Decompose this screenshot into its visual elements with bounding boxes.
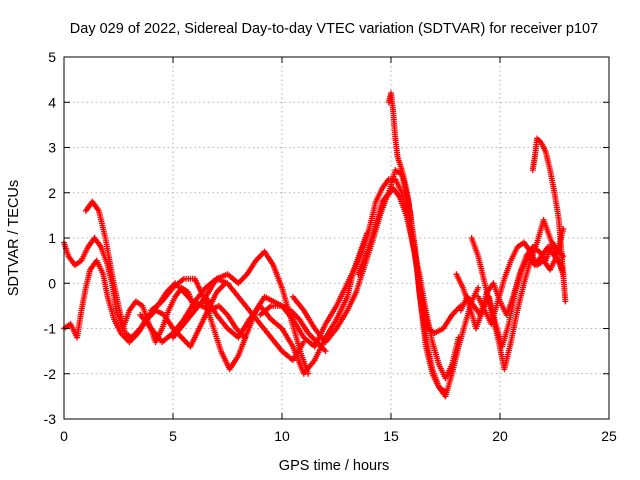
- series-arc-2: [61, 257, 229, 350]
- chart-title: Day 029 of 2022, Sidereal Day-to-day VTE…: [70, 21, 598, 37]
- y-tick-label: 2: [48, 185, 56, 201]
- data-point: [562, 298, 569, 305]
- series-arc-5: [148, 275, 329, 373]
- series-arc-8: [257, 176, 464, 350]
- data-point: [560, 253, 567, 260]
- x-tick-label: 5: [169, 428, 177, 444]
- y-tick-label: 5: [48, 49, 56, 65]
- data-point: [322, 348, 329, 355]
- data-point: [475, 284, 482, 291]
- series-arc-6: [170, 248, 312, 377]
- x-tick-label: 25: [601, 428, 617, 444]
- x-tick-label: 10: [274, 428, 290, 444]
- y-tick-label: -2: [44, 366, 57, 382]
- axis-ticks: 0 5 10 15 20 25 -3 -2 -1 0 1 2 3 4 5: [44, 49, 617, 444]
- y-tick-label: -1: [44, 321, 57, 337]
- y-axis-label: SDTVAR / TECUs: [6, 180, 22, 296]
- grid-lines: [64, 57, 609, 419]
- series-arc-16: [457, 239, 567, 318]
- y-tick-label: 1: [48, 230, 56, 246]
- data-series: [61, 90, 569, 400]
- series-arc-13: [468, 216, 567, 373]
- x-tick-label: 0: [60, 428, 68, 444]
- series-arc-11: [385, 90, 449, 395]
- y-tick-label: 3: [48, 140, 56, 156]
- y-tick-label: -3: [44, 411, 57, 427]
- x-axis-label: GPS time / hours: [279, 458, 389, 474]
- x-tick-label: 15: [383, 428, 399, 444]
- y-tick-label: 4: [48, 94, 56, 110]
- y-tick-label: 0: [48, 275, 56, 291]
- series-arc-15: [529, 135, 569, 305]
- x-tick-label: 20: [492, 428, 508, 444]
- data-point: [442, 388, 449, 395]
- data-point: [560, 225, 567, 232]
